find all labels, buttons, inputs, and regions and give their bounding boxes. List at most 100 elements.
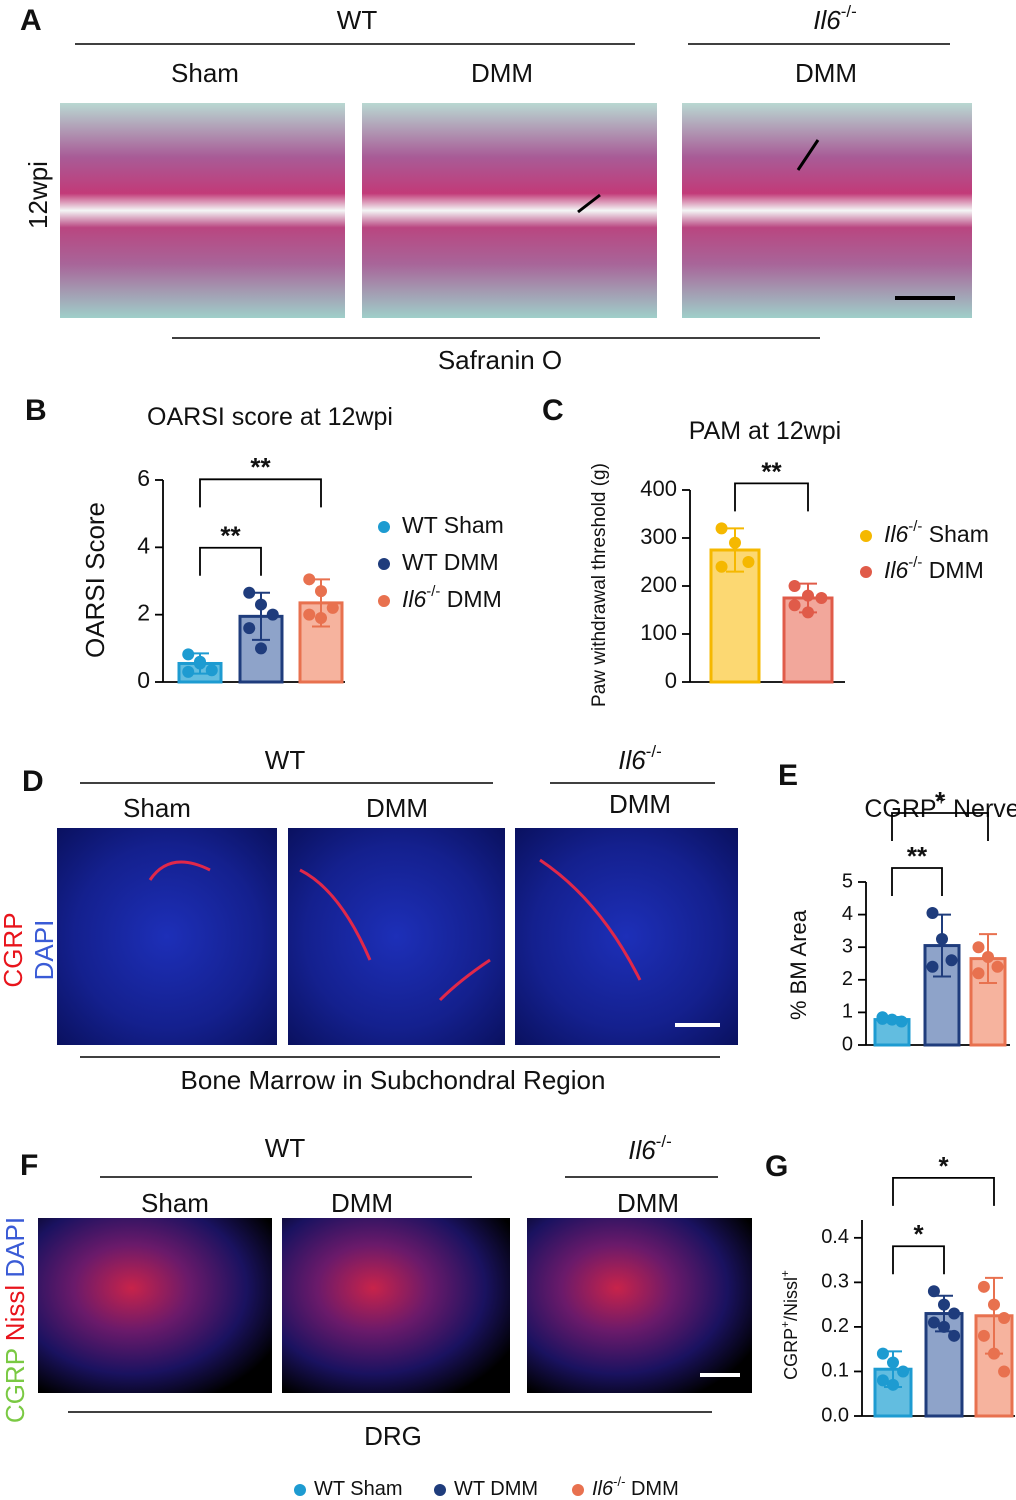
legend-label: Il6-/- DMM: [884, 554, 984, 583]
data-point: [948, 1329, 961, 1342]
data-point: [303, 608, 316, 621]
column-label: DMM: [609, 789, 671, 819]
y-tick-label: 2: [137, 600, 150, 626]
y-axis-label: % BM Area: [786, 909, 811, 1020]
legend-marker: [294, 1484, 306, 1496]
stain-label: DAPI: [29, 920, 59, 981]
data-point: [948, 1307, 961, 1320]
y-tick-label: 100: [640, 620, 677, 645]
data-point: [205, 664, 218, 677]
panel-label: D: [22, 765, 44, 798]
panel-label: F: [20, 1149, 38, 1182]
micrograph: [288, 828, 505, 1045]
data-point: [742, 556, 755, 568]
data-point: [788, 580, 801, 592]
y-tick-label: 0: [842, 1033, 853, 1055]
data-point: [182, 665, 195, 678]
data-point: [715, 522, 728, 535]
y-tick-label: 6: [137, 465, 150, 491]
stain-label: CGRP Nissl DAPI: [0, 1217, 30, 1423]
legend-marker: [860, 530, 872, 542]
data-point: [802, 606, 814, 619]
group-label: WT: [337, 5, 378, 35]
y-tick-label: 0.0: [821, 1404, 849, 1426]
data-point: [886, 1013, 898, 1026]
micrograph: [527, 1218, 752, 1393]
y-axis-label: CGRP+/Nissl+: [779, 1270, 801, 1380]
group-label: Il6-/-: [628, 1132, 671, 1165]
data-point: [788, 599, 801, 612]
data-point: [255, 642, 267, 655]
significance-label: *: [913, 1219, 924, 1249]
data-point: [988, 1298, 1000, 1311]
data-point: [255, 598, 267, 611]
stain-label: Safranin O: [438, 345, 562, 375]
column-label: Sham: [123, 793, 191, 823]
data-point: [895, 1015, 908, 1028]
data-point: [926, 960, 939, 973]
panel-label: A: [20, 4, 42, 37]
column-label: DMM: [795, 58, 857, 88]
significance-bracket: [891, 812, 989, 841]
data-point: [876, 1347, 889, 1360]
data-point: [938, 1320, 950, 1333]
data-point: [303, 573, 316, 586]
y-axis-label: OARSI Score: [80, 502, 110, 658]
legend-label: WT Sham: [314, 1478, 403, 1500]
y-tick-label: 0.2: [821, 1315, 849, 1337]
micrograph: [57, 828, 277, 1045]
column-label: DMM: [471, 58, 533, 88]
legend-marker: [860, 566, 872, 578]
significance-label: **: [907, 841, 928, 871]
y-tick-label: 0.3: [821, 1271, 849, 1293]
legend-marker: [378, 558, 390, 570]
data-point: [897, 1365, 910, 1378]
group-label: Il6-/-: [618, 742, 661, 775]
data-point: [876, 1012, 889, 1025]
significance-label: **: [220, 521, 241, 551]
data-point: [945, 954, 958, 967]
data-point: [715, 560, 728, 573]
data-point: [977, 1329, 990, 1342]
significance-label: **: [761, 456, 782, 486]
legend-marker: [434, 1484, 446, 1496]
column-label: Sham: [171, 58, 239, 88]
data-point: [972, 967, 985, 980]
chart-title: PAM at 12wpi: [689, 417, 841, 445]
significance-bracket: [892, 1245, 945, 1275]
panel-label: B: [25, 394, 47, 427]
panel-label: G: [765, 1150, 788, 1183]
region-label: Bone Marrow in Subchondral Region: [181, 1065, 606, 1095]
data-point: [194, 655, 206, 668]
data-point: [326, 601, 339, 614]
y-tick-label: 2: [842, 968, 853, 990]
significance-bracket: [199, 546, 262, 576]
region-label: DRG: [364, 1421, 422, 1451]
panel-label: C: [542, 394, 564, 427]
significance-bracket: [892, 1177, 995, 1206]
data-point: [182, 648, 195, 661]
y-tick-label: 1: [842, 1001, 853, 1023]
significance-bracket: [891, 867, 943, 896]
micrograph: [362, 103, 657, 318]
data-point: [876, 1374, 889, 1387]
legend-marker: [378, 595, 390, 607]
legend-label: WT Sham: [402, 512, 504, 538]
column-label: DMM: [617, 1188, 679, 1218]
row-label: 12wpi: [23, 161, 53, 229]
y-tick-label: 3: [842, 935, 853, 957]
data-point: [887, 1356, 899, 1369]
data-point: [887, 1378, 899, 1391]
data-point: [988, 1347, 1000, 1360]
significance-label: **: [250, 452, 271, 482]
y-tick-label: 0: [665, 668, 677, 693]
y-tick-label: 4: [137, 532, 150, 558]
legend-label: Il6-/- Sham: [884, 518, 989, 547]
significance-bracket: [734, 482, 809, 512]
stain-label: CGRP: [0, 912, 28, 987]
data-point: [315, 585, 327, 598]
micrograph: [682, 103, 972, 318]
chart-title: CGRP+ Nerve: [864, 791, 1016, 822]
data-point: [991, 960, 1004, 973]
